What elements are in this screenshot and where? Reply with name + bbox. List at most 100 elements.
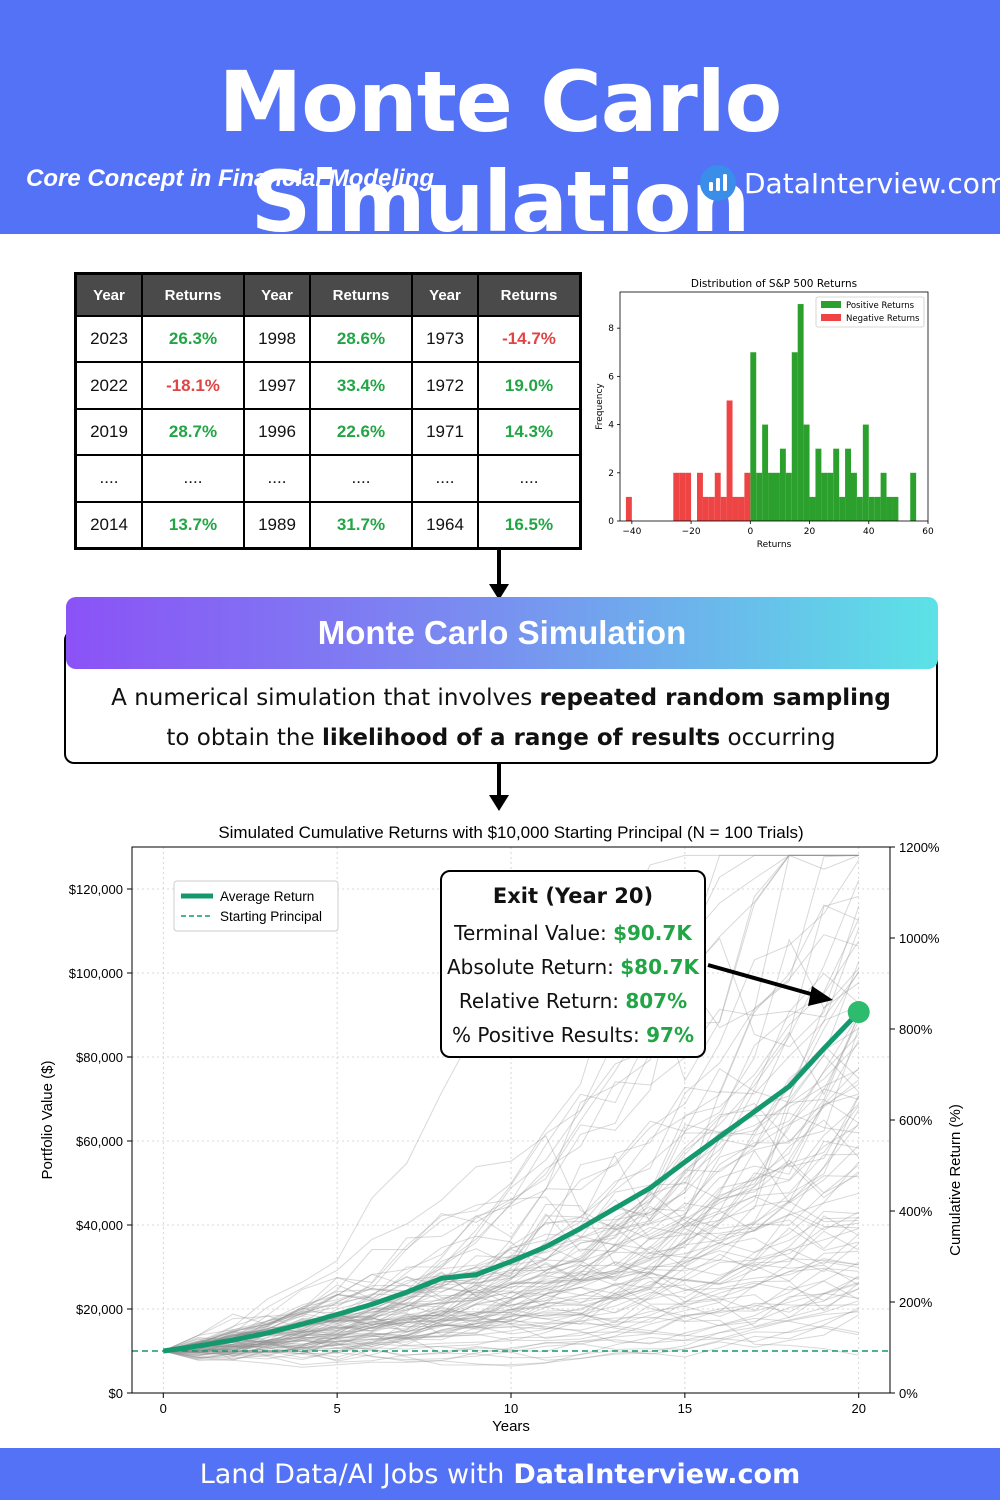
definition-line-2: to obtain the likelihood of a range of r…: [64, 718, 938, 758]
trial-line: [163, 1027, 859, 1352]
chart-ylabel-right: Cumulative Return (%): [947, 1104, 964, 1256]
callout-value: 807%: [625, 989, 688, 1013]
trial-line: [163, 1195, 859, 1352]
positive-bar: [797, 304, 804, 521]
trial-line: [163, 904, 859, 1352]
exit-point-marker: [847, 1001, 870, 1024]
y-right-tick-label: 600%: [899, 1113, 933, 1128]
negative-bar: [708, 496, 715, 521]
trial-line: [163, 1228, 859, 1353]
trial-line: [163, 1015, 860, 1352]
trial-line: [163, 1268, 859, 1353]
trial-line: [163, 1314, 859, 1361]
trial-line: [163, 1211, 859, 1352]
year-cell: ....: [243, 454, 311, 503]
y-right-tick-label: 400%: [899, 1204, 933, 1219]
trial-line: [163, 1021, 860, 1352]
definition-banner: Monte Carlo Simulation: [66, 597, 938, 669]
return-cell: -14.7%: [477, 314, 582, 364]
chart-xlabel: Years: [492, 1418, 530, 1435]
trial-line: [163, 1275, 859, 1366]
table-row: 2014 13.7% 1989 31.7% 1964 16.5%: [74, 500, 582, 550]
trial-line: [163, 854, 859, 1352]
arrow-down-icon: [489, 584, 509, 600]
negative-bar: [732, 496, 739, 521]
x-tick-label: 20: [804, 527, 816, 537]
negative-bar: [702, 496, 709, 521]
table-row: 2023 26.3% 1998 28.6% 1973 -14.7%: [74, 314, 582, 364]
callout-value: $90.7K: [613, 921, 692, 945]
callout-positive-row: % Positive Results: 97%: [442, 1018, 704, 1052]
x-tick-label: 60: [922, 527, 934, 537]
x-tick-label: 0: [160, 1401, 167, 1416]
year-cell: 1973: [411, 314, 479, 364]
trial-line: [163, 854, 859, 1352]
callout-value: 97%: [646, 1023, 694, 1047]
callout-absolute-row: Absolute Return: $80.7K: [442, 950, 704, 984]
trial-lines: [163, 854, 860, 1368]
footer-link[interactable]: DataInterview.com: [513, 1458, 801, 1490]
negative-bar: [685, 472, 692, 521]
trial-line: [163, 1122, 860, 1353]
y-tick-label: 8: [608, 324, 614, 334]
y-tick-label: $0: [109, 1386, 123, 1401]
trial-line: [163, 1263, 859, 1352]
callout-relative-row: Relative Return: 807%: [442, 984, 704, 1018]
year-cell: 1971: [411, 407, 479, 457]
year-cell: 1964: [411, 500, 479, 550]
trial-line: [163, 1175, 859, 1357]
y-tick-label: $60,000: [76, 1134, 123, 1149]
column-header: Year: [74, 272, 143, 317]
trial-line: [163, 1222, 859, 1357]
histogram-xlabel: Returns: [757, 540, 792, 550]
positive-bar: [768, 472, 774, 521]
legend-swatch: [821, 314, 841, 321]
trial-line: [163, 1283, 859, 1354]
arrow-right-icon: [808, 986, 833, 1006]
year-cell: 2023: [74, 314, 143, 364]
bar-chart-logo-icon: [700, 165, 736, 201]
trial-line: [163, 1159, 859, 1352]
positive-bar: [845, 448, 851, 521]
trial-line: [163, 1300, 859, 1366]
histogram-title: Distribution of S&P 500 Returns: [691, 278, 857, 290]
y-tick-label: 6: [608, 372, 614, 382]
positive-bar: [756, 472, 763, 521]
trial-line: [163, 938, 860, 1352]
column-header: Returns: [477, 272, 582, 317]
trial-line: [163, 854, 859, 1352]
callout-label: Terminal Value:: [454, 921, 607, 945]
callout-title: Exit (Year 20): [492, 884, 654, 908]
year-cell: 2019: [74, 407, 143, 457]
y-tick-label: 2: [608, 469, 614, 479]
trial-line: [163, 1216, 860, 1352]
positive-bar: [785, 472, 792, 521]
trial-line: [163, 854, 859, 1352]
x-tick-label: 40: [863, 527, 875, 537]
y-right-tick-label: 800%: [899, 1022, 933, 1037]
trial-line: [163, 1162, 859, 1352]
trial-line: [163, 1015, 860, 1352]
chart-ylabel: Portfolio Value ($): [39, 1061, 56, 1180]
return-cell: 28.6%: [309, 314, 413, 364]
brand[interactable]: DataInterview.com: [700, 163, 1000, 203]
footer-banner[interactable]: Land Data/AI Jobs with DataInterview.com: [0, 1448, 1000, 1500]
x-tick-label: 0: [747, 527, 753, 537]
trial-line: [163, 1311, 859, 1359]
definition-text-part: to obtain the: [166, 725, 322, 751]
column-header: Returns: [309, 272, 413, 317]
trial-line: [163, 1043, 860, 1352]
trial-line: [163, 1079, 860, 1352]
positive-bar: [856, 496, 863, 521]
y-right-tick-label: 200%: [899, 1295, 933, 1310]
trial-line: [163, 1258, 859, 1362]
negative-bar: [726, 400, 733, 521]
negative-bar: [625, 496, 632, 521]
year-cell: 1997: [243, 361, 311, 410]
trial-line: [163, 1316, 859, 1356]
trial-line: [163, 1095, 860, 1354]
positive-bar: [791, 352, 798, 521]
x-tick-label: 15: [678, 1401, 692, 1416]
trial-line: [163, 879, 860, 1354]
definition-emphasis: repeated random sampling: [539, 685, 891, 711]
